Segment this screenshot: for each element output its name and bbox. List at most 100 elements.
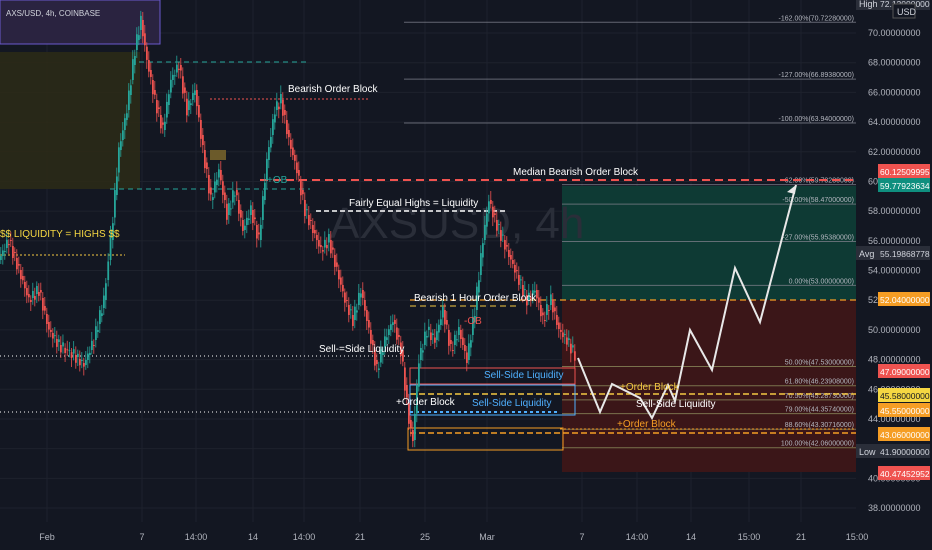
y-tick-label: 38.00000000 (868, 503, 921, 513)
candle-body (240, 210, 242, 218)
candle-body (402, 350, 404, 362)
price-axis[interactable]: 38.0000000040.0000000042.0000000044.0000… (856, 0, 932, 550)
candle-body (250, 205, 252, 215)
candle-body (224, 192, 226, 201)
candle-body (107, 261, 110, 280)
price-tag-value: 45.55000000 (880, 406, 930, 416)
candle-body (42, 298, 44, 311)
candle-body (34, 296, 36, 300)
candle-body (508, 250, 510, 257)
candle-body (532, 290, 534, 295)
candle-body (450, 340, 452, 345)
candle-body (340, 277, 342, 285)
fib-label: -127.00%(66.89380000) (778, 72, 854, 79)
candle-body (360, 293, 362, 298)
candle-body (212, 197, 214, 200)
candle-body (314, 230, 316, 234)
candle-body (22, 276, 24, 281)
y-tick-label: 58.00000000 (868, 206, 921, 216)
candle-body (89, 352, 91, 355)
price-tag (878, 178, 930, 192)
candle-body (134, 55, 136, 65)
candle-body (160, 115, 162, 129)
candle-body (436, 331, 438, 340)
candle-body (406, 385, 408, 398)
candle-body (8, 244, 10, 246)
price-tag (878, 246, 930, 260)
fib-label: 88.60%(43.30716000) (785, 422, 854, 429)
candle-body (44, 306, 46, 311)
candle-body (62, 342, 64, 347)
candle-body (302, 190, 304, 195)
candle-body (230, 208, 232, 210)
candle-body (356, 310, 358, 313)
candle-body (132, 59, 134, 80)
candle-body (426, 335, 428, 338)
candle-body (156, 100, 158, 114)
candle-body (58, 339, 60, 342)
watermark-text: AXSUSD, 4h (330, 199, 584, 248)
price-tag (878, 427, 930, 441)
candle-body (126, 113, 128, 120)
candle-body (418, 363, 420, 387)
candle-body (164, 121, 166, 130)
y-tick-label: 62.00000000 (868, 147, 921, 157)
price-tag-label-text: Avg (859, 249, 874, 259)
candle-body (101, 313, 103, 316)
candle-body (410, 420, 412, 428)
fib-label: 61.80%(46.23908000) (785, 379, 854, 386)
candle-body (458, 327, 460, 335)
candle-body (554, 307, 556, 312)
candle-body (292, 147, 294, 156)
candle-body (262, 196, 264, 220)
x-tick-label: 7 (139, 532, 144, 542)
candle-body (492, 206, 494, 218)
candle-body (476, 286, 478, 310)
candle-body (486, 213, 488, 227)
currency-label: USD (897, 7, 917, 17)
price-tag-label (856, 0, 878, 10)
price-axis-bg (856, 0, 932, 550)
candle-body (66, 349, 69, 351)
candle-body (176, 64, 178, 73)
candle-body (256, 225, 258, 239)
candle-body (83, 363, 85, 367)
candle-body (294, 155, 296, 161)
candle-body (336, 262, 338, 267)
candle-body (342, 285, 344, 292)
supply-zone-top (0, 0, 161, 45)
candle-body (266, 158, 268, 180)
projected-path (577, 184, 797, 421)
currency-box[interactable] (892, 3, 916, 19)
x-tick-label: 14:00 (293, 532, 316, 542)
candle-body (18, 264, 20, 266)
candle-body (370, 330, 372, 344)
candle-body (14, 252, 16, 253)
candle-body (440, 319, 442, 325)
price-tag (878, 364, 930, 378)
candle-body (368, 320, 370, 328)
candle-body (480, 253, 482, 275)
candle-body (464, 345, 466, 351)
candle-body (254, 217, 256, 220)
candle-body (150, 70, 152, 77)
fib-label: 79.00%(44.35740000) (785, 407, 854, 414)
candle-body (99, 310, 101, 324)
candle-body (270, 136, 272, 148)
y-tick-label: 64.00000000 (868, 117, 921, 127)
candle-body (452, 350, 454, 351)
x-tick-label: 21 (796, 532, 806, 542)
candle-body (6, 239, 8, 248)
candle-body (324, 239, 326, 248)
time-axis[interactable]: Feb 7 14:00 14 14:00 21 25 Mar 7 14:00 14 15:00 21 15… (39, 532, 868, 542)
candle-body (504, 240, 506, 250)
x-tick-label: Mar (479, 532, 495, 542)
price-tag-value: 40.47452952 (880, 469, 930, 479)
candle-body (482, 243, 484, 258)
price-tag-value: 60.12509995 (880, 167, 930, 177)
price-tag-label-text: High (859, 0, 878, 9)
candle-body (226, 203, 228, 220)
candle-body (516, 270, 518, 272)
